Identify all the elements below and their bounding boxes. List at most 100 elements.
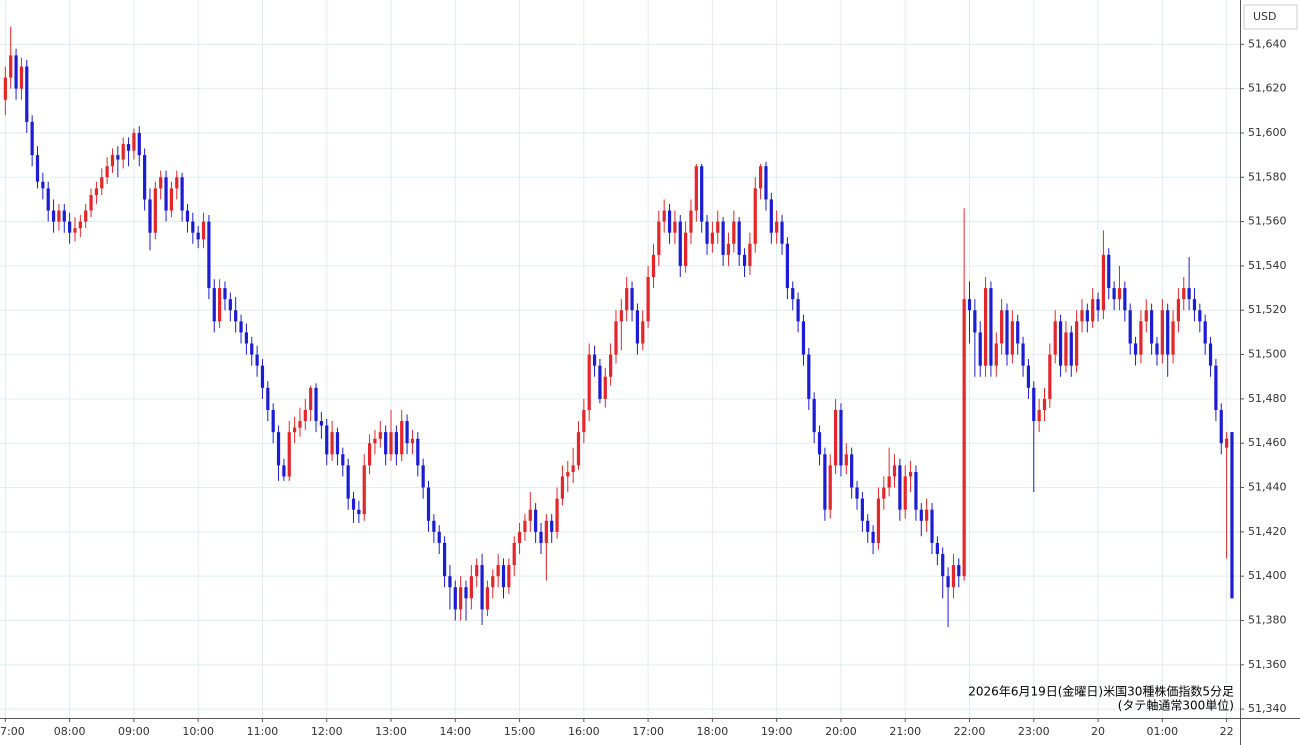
candle-body xyxy=(1048,354,1052,399)
candle-body xyxy=(121,144,125,160)
candle-body xyxy=(667,210,672,233)
candle-body xyxy=(850,454,854,488)
candle-body xyxy=(673,221,677,233)
candle-body xyxy=(962,299,966,577)
candle-body xyxy=(453,587,457,610)
x-tick-label: 16:00 xyxy=(568,725,600,738)
candle-body xyxy=(1128,310,1132,344)
candle-body xyxy=(9,55,13,78)
candle-body xyxy=(1150,310,1154,344)
candle-body xyxy=(437,531,441,543)
candle-body xyxy=(764,166,768,200)
candle-body xyxy=(260,365,265,388)
candle-body xyxy=(1139,321,1143,355)
candle-body xyxy=(442,542,447,577)
candle-body xyxy=(116,155,120,160)
candle-body xyxy=(169,188,174,211)
y-tick-label: 51,360 xyxy=(1248,658,1287,671)
x-tick-label: 23:00 xyxy=(1018,725,1050,738)
candle-body xyxy=(100,177,104,189)
candle-body xyxy=(721,221,725,255)
y-tick-label: 51,620 xyxy=(1248,82,1287,95)
candle-body xyxy=(180,177,184,211)
candle-body xyxy=(416,438,420,466)
candle-body xyxy=(271,409,275,433)
candle-body xyxy=(410,438,415,444)
candle-body xyxy=(426,487,431,521)
candle-body xyxy=(678,221,682,266)
candle-body xyxy=(362,465,366,515)
candle-body xyxy=(367,443,372,466)
candle-body xyxy=(523,520,527,532)
y-tick-label: 51,340 xyxy=(1248,702,1287,715)
candle-body xyxy=(710,232,715,244)
candle-body xyxy=(507,565,511,588)
candle-body xyxy=(646,277,650,322)
candle-body xyxy=(35,155,40,182)
candle-body xyxy=(319,421,323,426)
candle-body xyxy=(801,321,806,355)
candle-body xyxy=(41,181,45,189)
x-tick-label: 18:00 xyxy=(697,725,729,738)
candle-body xyxy=(785,243,789,289)
candle-body xyxy=(855,487,859,499)
candle-body xyxy=(1133,343,1138,355)
annotation: 2026年6月19日(金曜日)米国30種株価指数5分足 xyxy=(968,684,1234,699)
y-tick-label: 51,600 xyxy=(1248,126,1287,139)
candle-body xyxy=(908,472,913,477)
candle-body xyxy=(325,425,329,455)
candle-body xyxy=(314,387,318,422)
candle-body xyxy=(448,576,452,588)
candle-body xyxy=(1160,310,1164,355)
candle-body xyxy=(287,432,291,477)
candle-body xyxy=(973,310,977,333)
candle-body xyxy=(1026,365,1031,388)
candle-body xyxy=(705,221,709,244)
candle-body xyxy=(475,565,479,577)
candle-body xyxy=(571,465,575,473)
annotation: (タテ軸通常300単位) xyxy=(1118,698,1234,713)
candle-body xyxy=(517,531,522,543)
candle-body xyxy=(405,421,409,444)
candle-body xyxy=(726,243,731,255)
candle-body xyxy=(823,454,827,510)
candle-body xyxy=(480,565,484,610)
candle-body xyxy=(51,210,56,222)
candle-body xyxy=(833,409,838,466)
candle-body xyxy=(539,531,543,543)
x-tick-label: 22 xyxy=(1220,725,1234,738)
candle-body xyxy=(341,454,345,466)
y-tick-label: 51,500 xyxy=(1248,348,1287,361)
candle-body xyxy=(1112,288,1116,300)
candle-body xyxy=(903,476,907,510)
y-tick-label: 51,420 xyxy=(1248,525,1287,538)
x-tick-label: 12:00 xyxy=(311,725,343,738)
candle-body xyxy=(684,232,688,266)
y-tick-label: 51,520 xyxy=(1248,303,1287,316)
candle-body xyxy=(250,343,254,355)
candle-body xyxy=(239,321,243,333)
candle-body xyxy=(1064,332,1068,366)
candle-body xyxy=(737,221,741,255)
candle-body xyxy=(175,177,179,189)
candle-body xyxy=(1214,365,1218,410)
candle-body xyxy=(496,565,500,577)
candle-body xyxy=(1117,288,1122,300)
candle-body xyxy=(544,520,548,543)
candle-body xyxy=(1187,288,1191,300)
candle-body xyxy=(255,354,259,366)
candle-body xyxy=(967,299,972,311)
candle-body xyxy=(560,476,565,499)
candle-body xyxy=(925,509,929,521)
candle-body xyxy=(228,299,232,311)
candle-body xyxy=(46,188,50,211)
candle-body xyxy=(19,66,24,89)
candle-body xyxy=(534,509,538,532)
candle-body xyxy=(1101,254,1106,311)
candle-body xyxy=(432,520,436,532)
candle-body xyxy=(566,472,570,477)
candle-body xyxy=(1182,288,1186,300)
candle-body xyxy=(694,166,698,211)
candle-body xyxy=(1005,310,1009,355)
